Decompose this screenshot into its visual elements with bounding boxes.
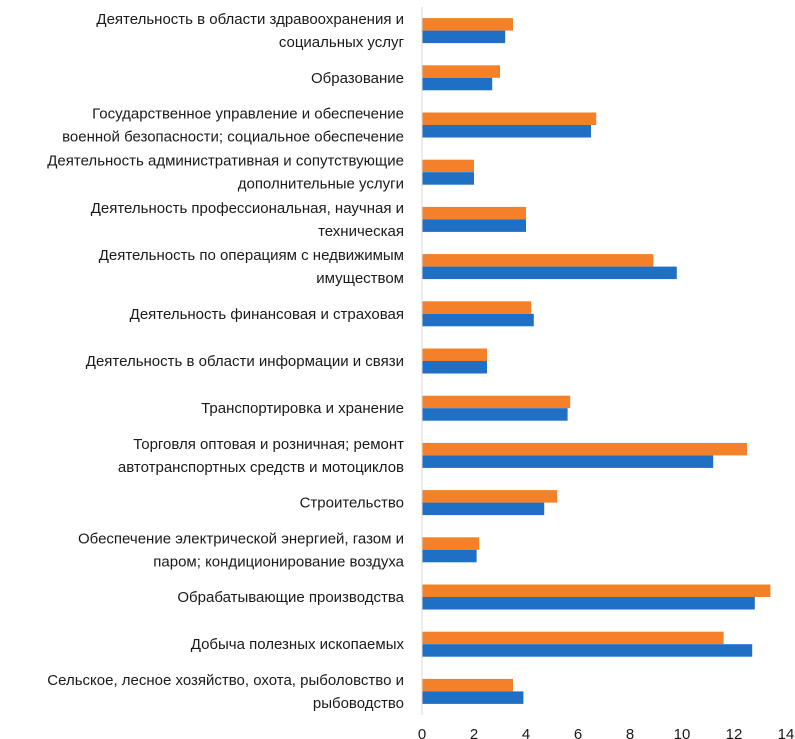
category-label: Деятельность по операциям с недвижимым им… [99, 247, 404, 287]
category-label: Сельское, лесное хозяйство, охота, рыбол… [47, 672, 404, 712]
bar-blue [422, 502, 545, 516]
category-label: Государственное управление и обеспечение… [62, 106, 404, 146]
category-label: Деятельность в области здравоохранения и… [96, 11, 404, 51]
bar-blue [422, 266, 677, 280]
bar-orange [422, 65, 500, 78]
x-tick-labels: 0 2 4 6 8 10 12 14 [418, 726, 795, 739]
x-tick-label: 2 [470, 726, 478, 739]
category-label: Торговля оптовая и розничная; ремонт авто… [118, 436, 404, 476]
bar-orange [422, 490, 558, 503]
x-tick-label: 10 [674, 726, 691, 739]
bar-orange [422, 395, 571, 409]
bar-orange [422, 537, 480, 550]
category-label: Образование [311, 70, 404, 87]
bar-orange [422, 584, 771, 597]
bar-blue [422, 549, 477, 563]
bar-orange [422, 112, 597, 125]
bar-blue [422, 77, 493, 91]
category-label: Транспортировка и хранение [201, 400, 404, 417]
x-tick-label: 14 [778, 726, 795, 739]
x-tick-label: 12 [726, 726, 743, 739]
bar-blue [422, 644, 753, 657]
bar-orange [422, 301, 532, 314]
x-tick-label: 8 [626, 726, 634, 739]
bar-orange [422, 18, 513, 31]
bar-orange [422, 631, 724, 645]
x-tick-label: 4 [522, 726, 530, 739]
x-tick-label: 6 [574, 726, 582, 739]
bar-orange [422, 254, 654, 267]
bar-orange [422, 206, 526, 220]
bar-orange [422, 442, 747, 456]
category-labels: Деятельность в области здравоохранения и… [47, 11, 404, 712]
x-tick-label: 0 [418, 726, 426, 739]
bar-orange [422, 348, 487, 361]
category-label: Деятельность административная и сопутств… [47, 153, 404, 193]
bar-blue [422, 125, 591, 138]
category-label: Добыча полезных ископаемых [191, 636, 405, 653]
category-label: Деятельность профессиональная, научная и… [91, 200, 404, 240]
bar-orange [422, 159, 474, 173]
bar-blue [422, 313, 534, 327]
category-label: Обрабатывающие производства [177, 589, 404, 606]
bar-orange [422, 678, 513, 692]
bar-blue [422, 361, 487, 374]
category-label: Деятельность финансовая и страховая [130, 306, 404, 323]
category-label: Строительство [300, 495, 404, 512]
bar-blue [422, 172, 474, 185]
bar-blue [422, 408, 568, 421]
bars [422, 18, 771, 704]
bar-blue [422, 30, 506, 44]
category-label: Деятельность в области информации и связ… [86, 353, 404, 370]
bar-blue [422, 219, 526, 232]
bar-blue [422, 455, 714, 468]
bar-blue [422, 691, 524, 704]
bar-blue [422, 597, 755, 610]
category-label: Обеспечение электрической энергией, газо… [78, 530, 405, 570]
